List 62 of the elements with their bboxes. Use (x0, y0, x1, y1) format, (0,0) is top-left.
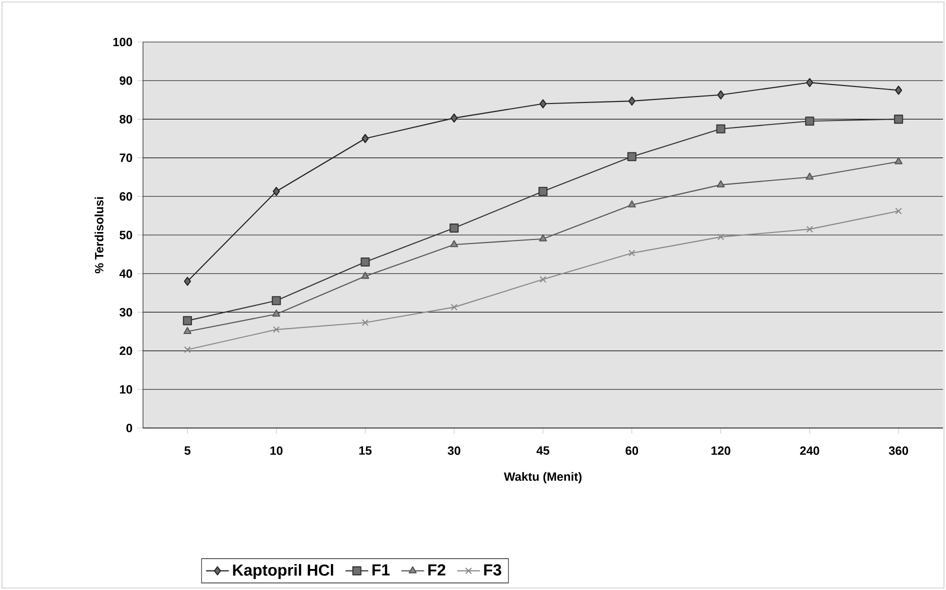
y-tick-label: 100 (113, 38, 132, 46)
y-tick-label: 30 (120, 308, 132, 316)
point (716, 124, 726, 134)
x-tick-label: 45 (536, 446, 550, 455)
y-axis-title: % Terdisolusi (94, 197, 104, 274)
legend-label: F1 (372, 564, 390, 576)
point (628, 96, 636, 106)
point (628, 250, 636, 257)
point (894, 114, 904, 124)
point (628, 200, 636, 208)
point (272, 310, 280, 317)
point (540, 276, 546, 283)
x-tick-label: 360 (888, 446, 908, 455)
point (183, 326, 192, 334)
y-tick-label: 10 (120, 385, 132, 394)
x-tick-label: 30 (448, 446, 460, 455)
y-tick-label: 0 (126, 424, 132, 432)
legend-label: F3 (484, 564, 502, 576)
x-axis-title: Waktu (Menit) (504, 472, 582, 484)
point (894, 157, 903, 164)
point (450, 304, 458, 311)
point (627, 152, 636, 162)
point (272, 186, 280, 196)
point (272, 296, 281, 306)
point (895, 208, 902, 214)
x-tick-label: 10 (270, 446, 283, 455)
x-tick-label: 15 (359, 446, 372, 455)
point (184, 276, 191, 286)
point (538, 186, 548, 196)
point (806, 226, 814, 233)
point (182, 316, 192, 326)
point (361, 272, 370, 279)
point (362, 134, 369, 144)
x-tick-label: 5 (184, 446, 190, 455)
point (805, 116, 814, 126)
y-tick-label: 40 (119, 269, 132, 278)
point (717, 234, 724, 240)
point (450, 240, 458, 248)
y-tick-label: 50 (120, 230, 132, 240)
legend-label: F2 (428, 564, 446, 576)
legend-label: Kaptopril HCl (233, 564, 334, 579)
point (360, 257, 370, 267)
y-tick-label: 70 (120, 154, 132, 162)
point (362, 319, 369, 326)
y-tick-label: 90 (120, 76, 132, 85)
y-tick-label: 80 (120, 114, 132, 124)
point (539, 99, 547, 108)
y-tick-label: 60 (120, 192, 132, 201)
x-tick-label: 60 (626, 446, 638, 455)
x-tick-label: 240 (800, 446, 820, 455)
point (272, 326, 280, 333)
point (450, 114, 458, 123)
point (717, 90, 724, 100)
point (716, 180, 725, 188)
point (539, 234, 547, 242)
point (450, 224, 459, 233)
x-tick-label: 120 (712, 446, 730, 455)
y-tick-label: 20 (120, 346, 132, 356)
point (184, 346, 191, 354)
point (806, 172, 814, 180)
point (806, 78, 814, 88)
point (895, 86, 902, 95)
